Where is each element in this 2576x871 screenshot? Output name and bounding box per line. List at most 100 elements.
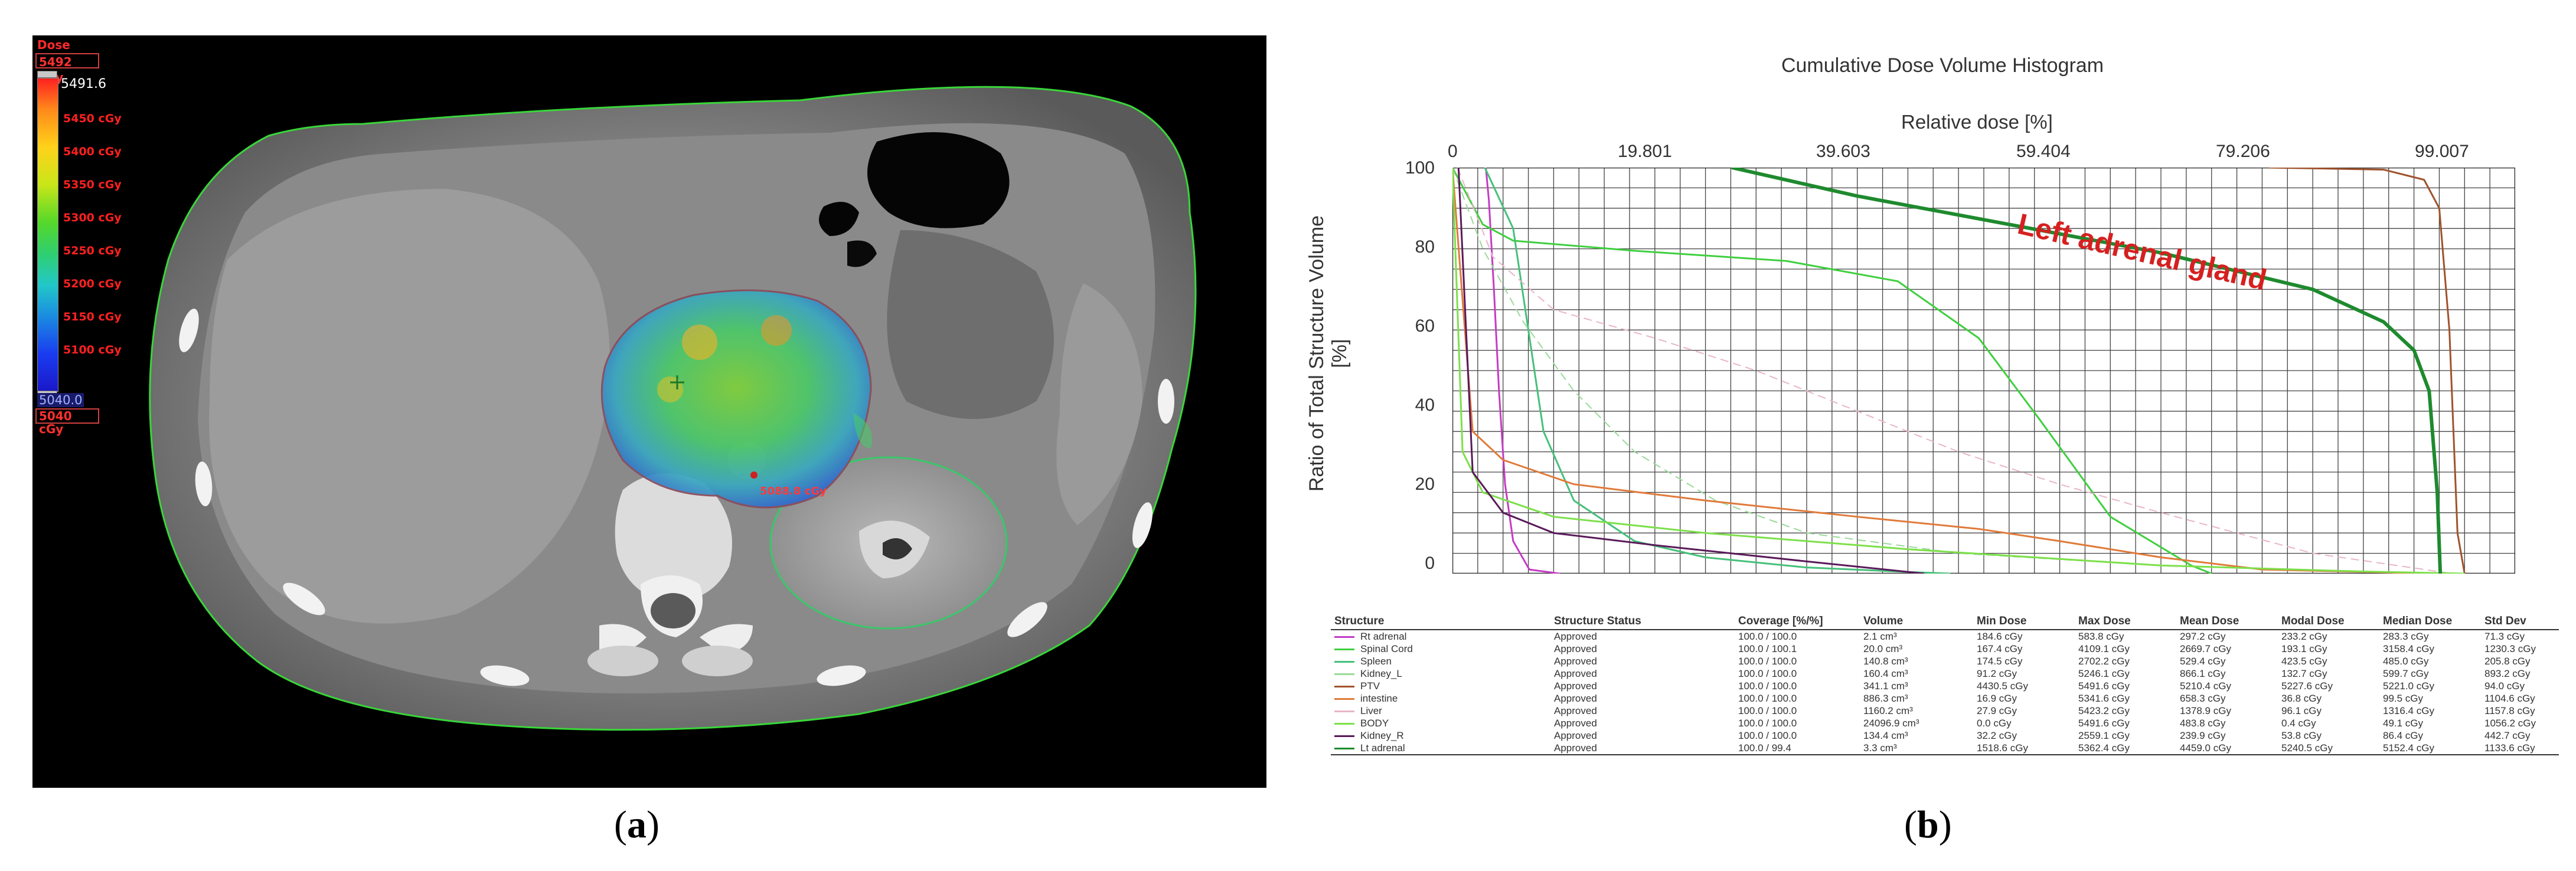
table-cell: 2559.1 cGy (2078, 729, 2130, 741)
table-row[interactable]: Rt adrenal Approved 100.0 / 100.0 2.1 cm³ 18… (1331, 630, 2559, 643)
table-cell: 599.7 cGy (2383, 667, 2429, 679)
dvh-panel: Cumulative Dose Volume Histogram Relativ… (1305, 35, 2574, 773)
table-cell: 1160.2 cm³ (1863, 705, 1913, 716)
table-cell: 49.1 cGy (2383, 717, 2424, 729)
table-cell: 99.5 cGy (2383, 692, 2424, 704)
dvh-curve-spleen (1484, 168, 1951, 574)
structure-name-cell: Lt adrenal (1331, 742, 1550, 755)
table-cell: 96.1 cGy (2281, 705, 2322, 716)
vertebra (615, 473, 732, 602)
table-cell: 5210.4 cGy (2180, 680, 2231, 692)
structure-color-swatch (1334, 673, 1354, 675)
column-header[interactable]: Median Dose (2379, 614, 2481, 630)
table-cell: 0.4 cGy (2281, 717, 2316, 729)
structure-name: BODY (1360, 717, 1389, 729)
table-cell: 5491.6 cGy (2078, 717, 2130, 729)
dvh-curve-rt-adrenal (1485, 168, 1560, 574)
dose-max-input[interactable]: 5492 cGy (35, 53, 99, 84)
table-cell: 2.1 cm³ (1863, 630, 1897, 642)
table-cell: 239.9 cGy (2180, 729, 2226, 741)
table-cell: Approved (1554, 705, 1597, 716)
table-cell: 5246.1 cGy (2078, 667, 2130, 679)
table-cell: 5221.0 cGy (2383, 680, 2434, 692)
chart-title: Cumulative Dose Volume Histogram (1781, 54, 2104, 77)
table-row[interactable]: PTV Approved 100.0 / 100.0 341.1 cm³ 4430.5 … (1331, 680, 2559, 692)
column-header[interactable]: Mean Dose (2176, 614, 2278, 630)
dvh-curve-lt-adrenal (1731, 168, 2443, 574)
structure-table: Structure Structure Status Coverage [%/%… (1331, 614, 2559, 755)
dose-min-input[interactable]: 5040 cGy (35, 408, 99, 436)
table-cell: 100.0 / 100.0 (1738, 692, 1797, 704)
table-cell: 5240.5 cGy (2278, 742, 2379, 755)
table-row[interactable]: Lt adrenal Approved 100.0 / 99.4 3.3 cm³ 151… (1331, 742, 2559, 755)
structure-name-cell: Rt adrenal (1331, 630, 1550, 643)
structure-color-swatch (1334, 685, 1354, 687)
table-cell: 100.0 / 100.0 (1738, 630, 1797, 642)
table-cell: 5227.6 cGy (2281, 680, 2333, 692)
structure-color-swatch (1334, 747, 1354, 749)
table-cell: 893.2 cGy (2484, 667, 2531, 679)
table-cell: 2702.2 cGy (2078, 655, 2130, 667)
structure-name: Liver (1360, 705, 1382, 716)
table-cell: 53.8 cGy (2281, 729, 2322, 741)
dvh-curve-body (1452, 168, 2465, 574)
table-cell: 100.0 / 100.0 (1738, 680, 1797, 692)
column-header[interactable]: Min Dose (1973, 614, 2075, 630)
table-cell: 1056.2 cGy (2484, 717, 2536, 729)
colorbar-tick: 5350 cGy (63, 178, 122, 191)
table-cell: 100.0 / 100.0 (1738, 667, 1797, 679)
caption-a: (a) (614, 803, 659, 846)
structure-name: Kidney_L (1360, 667, 1402, 679)
ct-slice-image (149, 86, 1197, 731)
table-cell: 91.2 cGy (1977, 667, 2017, 679)
column-header[interactable]: Structure Status (1550, 614, 1735, 630)
table-row[interactable]: Kidney_L Approved 100.0 / 100.0 160.4 cm³ 91… (1331, 667, 2559, 680)
column-header[interactable]: Std Dev (2481, 614, 2559, 630)
table-cell: 866.1 cGy (2180, 667, 2226, 679)
x-tick-label: 99.007 (2415, 142, 2469, 161)
table-row[interactable]: Spleen Approved 100.0 / 100.0 140.8 cm³ 174.… (1331, 655, 2559, 667)
dvh-curve-ptv (2269, 168, 2466, 574)
y-axis-title: Ratio of Total Structure Volume [%] (1305, 215, 1351, 492)
table-cell: 5423.2 cGy (2078, 705, 2130, 716)
structure-name-cell: Kidney_L (1331, 667, 1550, 680)
ct-dose-view[interactable]: Dose 5492 cGy 5491.6 5040.0 5040 cGy 545… (32, 35, 1266, 788)
column-header[interactable]: Coverage [%/%] (1735, 614, 1860, 630)
table-cell: 442.7 cGy (2484, 729, 2531, 741)
y-tick-label: 100 (1405, 158, 1435, 178)
table-cell: Approved (1554, 643, 1597, 654)
structure-name-cell: Liver (1331, 705, 1550, 717)
table-row[interactable]: Spinal Cord Approved 100.0 / 100.1 20.0 cm³… (1331, 643, 2559, 655)
dose-title: Dose (37, 38, 70, 52)
table-cell: 1378.9 cGy (2180, 705, 2231, 716)
structure-name-cell: BODY (1331, 717, 1550, 729)
table-cell: 658.3 cGy (2180, 692, 2226, 704)
table-row[interactable]: intestine Approved 100.0 / 100.0 886.3 cm³ 1… (1331, 692, 2559, 705)
table-row[interactable]: BODY Approved 100.0 / 100.0 24096.9 cm³ 0.0 … (1331, 717, 2559, 729)
column-header[interactable]: Structure (1331, 614, 1550, 630)
table-cell: 100.0 / 100.1 (1738, 643, 1797, 654)
column-header[interactable]: Volume (1860, 614, 1973, 630)
column-header[interactable]: Max Dose (2075, 614, 2176, 630)
table-cell: 71.3 cGy (2484, 630, 2525, 642)
table-cell: 94.0 cGy (2484, 680, 2525, 692)
table-cell: 4459.0 cGy (2176, 742, 2278, 755)
structure-name: PTV (1360, 680, 1380, 692)
colorbar-tick: 5400 cGy (63, 145, 122, 158)
colorbar-max-handle[interactable] (37, 71, 57, 78)
x-tick-label: 59.404 (2016, 142, 2071, 161)
table-cell: 1518.6 cGy (1973, 742, 2075, 755)
table-cell: Approved (1554, 655, 1597, 667)
table-cell: 205.8 cGy (2484, 655, 2531, 667)
table-cell: 16.9 cGy (1977, 692, 2017, 704)
ptv-dose-wash (600, 289, 872, 509)
column-header[interactable]: Modal Dose (2278, 614, 2379, 630)
dose-point-readout: 5088.8 cGy (760, 485, 827, 497)
table-row[interactable]: Liver Approved 100.0 / 100.0 1160.2 cm³ 27.9… (1331, 705, 2559, 717)
structure-table-wrap: Structure Structure Status Coverage [%/%… (1331, 614, 2559, 755)
structure-name: Kidney_R (1360, 729, 1404, 741)
table-row[interactable]: Kidney_R Approved 100.0 / 100.0 134.4 cm³ 32… (1331, 729, 2559, 742)
structure-name-cell: Spleen (1331, 655, 1550, 667)
table-cell: 32.2 cGy (1977, 729, 2017, 741)
table-cell: 36.8 cGy (2281, 692, 2322, 704)
